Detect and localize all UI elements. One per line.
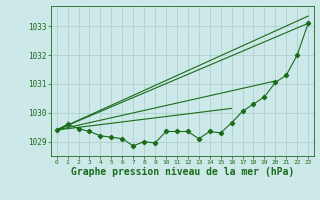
- X-axis label: Graphe pression niveau de la mer (hPa): Graphe pression niveau de la mer (hPa): [71, 167, 294, 177]
